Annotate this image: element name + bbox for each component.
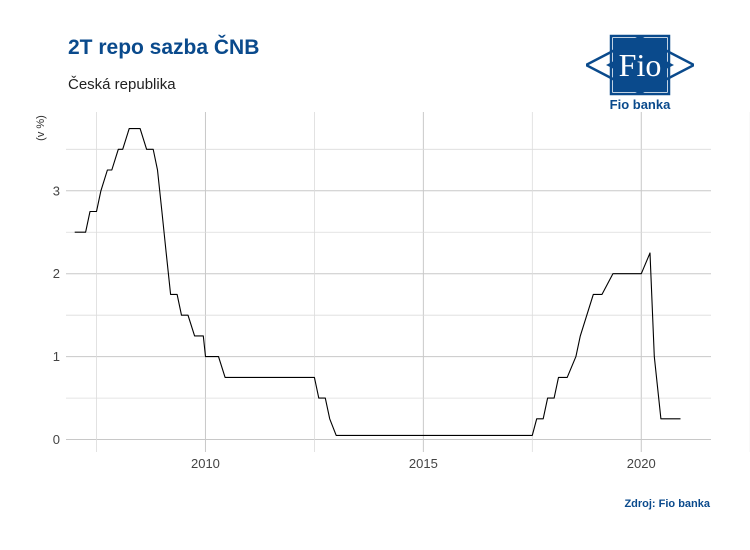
series-group xyxy=(74,128,681,436)
y-axis-label: (v %) xyxy=(35,115,47,141)
x-tick-label: 2010 xyxy=(191,456,220,471)
y-tick-label: 3 xyxy=(53,183,60,198)
chart-subtitle: Česká republika xyxy=(68,76,176,93)
y-axis-ticks: 0 1 2 3 xyxy=(53,183,60,447)
logo-mark-text: Fio xyxy=(619,47,662,83)
major-gridlines xyxy=(66,112,711,452)
y-tick-label: 0 xyxy=(53,432,60,447)
y-tick-label: 1 xyxy=(53,349,60,364)
y-tick-label: 2 xyxy=(53,266,60,281)
fio-logo-mark-icon: Fio xyxy=(583,34,697,96)
series-line xyxy=(74,128,681,436)
chart-title: 2T repo sazba ČNB xyxy=(68,36,260,59)
x-tick-label: 2015 xyxy=(409,456,438,471)
x-axis-ticks: 2010 2015 2020 xyxy=(191,456,656,471)
logo-name: Fio banka xyxy=(609,97,671,112)
x-tick-label: 2020 xyxy=(627,456,656,471)
source-note: Zdroj: Fio banka xyxy=(624,498,710,510)
minor-gridlines xyxy=(66,112,750,452)
fio-banka-logo: Fio Fio banka xyxy=(583,34,697,114)
